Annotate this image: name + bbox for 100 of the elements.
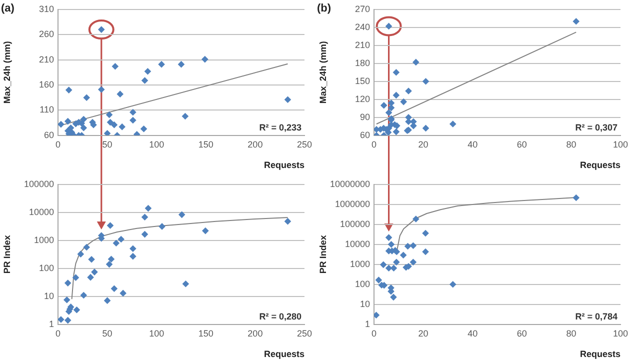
point <box>410 258 417 266</box>
point <box>130 108 136 116</box>
point <box>390 294 397 301</box>
point <box>83 94 90 101</box>
point <box>572 194 580 202</box>
point <box>118 123 126 130</box>
y-tick-label: 110 <box>40 104 54 115</box>
point <box>73 306 80 314</box>
point <box>110 285 118 292</box>
point <box>80 292 88 299</box>
point <box>67 124 74 132</box>
x-tick-label: 50 <box>102 139 112 150</box>
x-tick-label: 100 <box>149 328 164 338</box>
point <box>130 252 136 260</box>
point <box>112 62 119 70</box>
point <box>284 96 292 104</box>
point <box>182 112 189 120</box>
y-tick-label: 210 <box>38 54 54 64</box>
point <box>65 86 72 94</box>
y-tick-label: 10000 <box>28 206 54 217</box>
x-tick-label: 60 <box>516 139 527 150</box>
point <box>380 102 388 109</box>
point <box>120 290 126 297</box>
point <box>388 241 395 248</box>
x-tick-label: 0 <box>371 139 377 150</box>
x-tick-label: 40 <box>468 328 478 338</box>
x-tick-label: 0 <box>371 328 377 338</box>
point <box>112 240 120 247</box>
y-tick-label: 10000000 <box>330 178 370 189</box>
y-tick-label: 90 <box>360 112 370 122</box>
x-tick-label: 100 <box>612 328 628 338</box>
y-tick-label: 120 <box>354 94 370 104</box>
point <box>410 242 417 250</box>
x-axis-title: Requests <box>580 160 620 170</box>
point <box>116 90 124 98</box>
point <box>388 104 395 112</box>
y-tick-label: 310 <box>38 4 54 14</box>
point <box>412 216 420 222</box>
y-tick-label: 1000 <box>34 234 54 245</box>
point <box>202 56 208 63</box>
y-tick-label: 10 <box>44 290 54 301</box>
point <box>72 274 80 281</box>
point <box>104 297 111 304</box>
y-tick-label: 10000 <box>344 238 370 249</box>
point <box>104 130 111 136</box>
point <box>202 227 209 234</box>
y-tick-label: 60 <box>360 130 370 140</box>
x-axis-title: Requests <box>580 349 620 360</box>
point <box>106 260 113 268</box>
point <box>130 245 136 252</box>
point <box>374 312 380 319</box>
point <box>385 264 392 272</box>
point <box>178 60 185 68</box>
y-tick-label: 1000 <box>350 258 370 269</box>
x-tick-label: 0 <box>55 328 61 338</box>
text: (b) <box>317 2 332 15</box>
point <box>392 128 400 136</box>
text: (a) <box>1 2 15 15</box>
point <box>108 256 115 262</box>
point <box>404 242 412 250</box>
x-tick-label: 200 <box>248 139 263 150</box>
x-tick-label: 150 <box>198 139 214 150</box>
y-tick-label: 180 <box>354 58 370 68</box>
point <box>140 125 148 132</box>
point <box>87 274 94 281</box>
x-tick-label: 20 <box>418 139 428 150</box>
point <box>393 258 400 266</box>
point <box>80 124 88 132</box>
point <box>141 77 148 84</box>
x-tick-label: 200 <box>248 328 263 338</box>
point <box>130 116 136 124</box>
x-axis-title: Requests <box>264 160 304 170</box>
point <box>106 111 113 118</box>
y-tick-label: 100000 <box>24 178 54 189</box>
point <box>83 244 90 251</box>
y-tick-label: 1 <box>48 318 54 329</box>
point <box>572 18 580 25</box>
point <box>118 236 124 243</box>
point <box>64 280 72 286</box>
point <box>422 78 430 85</box>
y-tick-label: 60 <box>44 130 54 140</box>
point <box>144 68 152 75</box>
x-tick-label: 150 <box>198 328 214 338</box>
point <box>284 218 292 225</box>
point <box>422 230 429 237</box>
point <box>144 204 152 212</box>
point <box>422 248 429 256</box>
point <box>385 234 392 241</box>
y-tick-label: 160 <box>38 79 54 90</box>
point <box>412 58 420 66</box>
x-tick-label: 80 <box>566 139 576 150</box>
point <box>158 223 166 230</box>
point <box>58 316 64 323</box>
point <box>88 256 95 263</box>
point <box>392 69 400 76</box>
y-tick-label: 10 <box>360 298 370 309</box>
annotation: R² = 0,280 <box>259 311 302 322</box>
annotation: R² = 0,784 <box>575 311 618 322</box>
x-tick-label: 100 <box>612 139 628 150</box>
x-tick-label: 60 <box>516 328 527 338</box>
